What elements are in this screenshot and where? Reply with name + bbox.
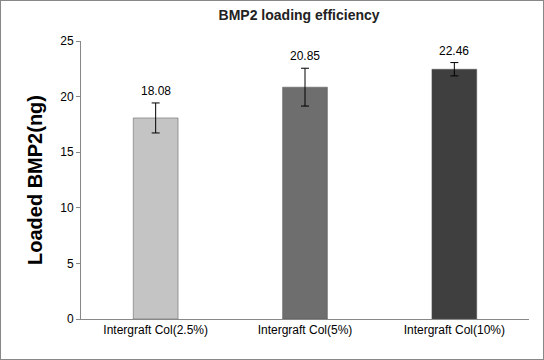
svg-text:BMP2 loading efficiency: BMP2 loading efficiency — [219, 7, 380, 23]
svg-text:Intergraft Col(10%): Intergraft Col(10%) — [404, 323, 505, 337]
svg-text:Loaded BMP2(ng): Loaded BMP2(ng) — [24, 95, 46, 265]
svg-text:20: 20 — [60, 90, 74, 104]
svg-text:10: 10 — [60, 201, 74, 215]
svg-text:25: 25 — [60, 34, 74, 48]
svg-text:20.85: 20.85 — [290, 49, 320, 63]
svg-text:Intergraft Col(2.5%): Intergraft Col(2.5%) — [103, 323, 208, 337]
svg-text:5: 5 — [67, 257, 74, 271]
svg-text:22.46: 22.46 — [439, 44, 469, 58]
svg-text:0: 0 — [67, 312, 74, 326]
svg-text:18.08: 18.08 — [141, 84, 171, 98]
svg-text:Intergraft Col(5%): Intergraft Col(5%) — [258, 323, 353, 337]
svg-text:15: 15 — [60, 145, 74, 159]
